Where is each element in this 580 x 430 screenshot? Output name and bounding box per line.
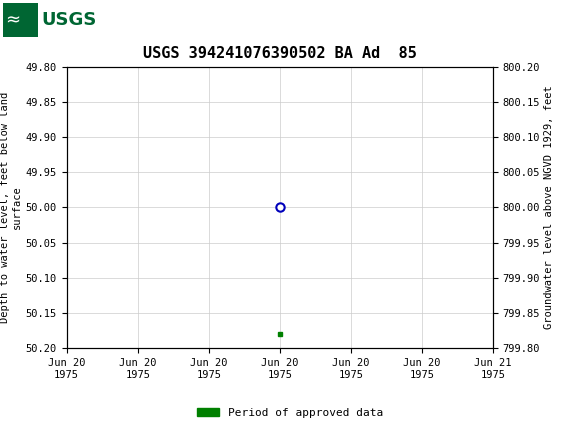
Legend: Period of approved data: Period of approved data	[193, 403, 387, 422]
Y-axis label: Groundwater level above NGVD 1929, feet: Groundwater level above NGVD 1929, feet	[545, 86, 554, 329]
Text: ≈: ≈	[5, 11, 20, 29]
Bar	[3, 3, 78, 37]
Text: USGS: USGS	[42, 11, 97, 29]
Bar	[3, 3, 38, 37]
Title: USGS 394241076390502 BA Ad  85: USGS 394241076390502 BA Ad 85	[143, 46, 416, 61]
Y-axis label: Depth to water level, feet below land
surface: Depth to water level, feet below land su…	[0, 92, 21, 323]
